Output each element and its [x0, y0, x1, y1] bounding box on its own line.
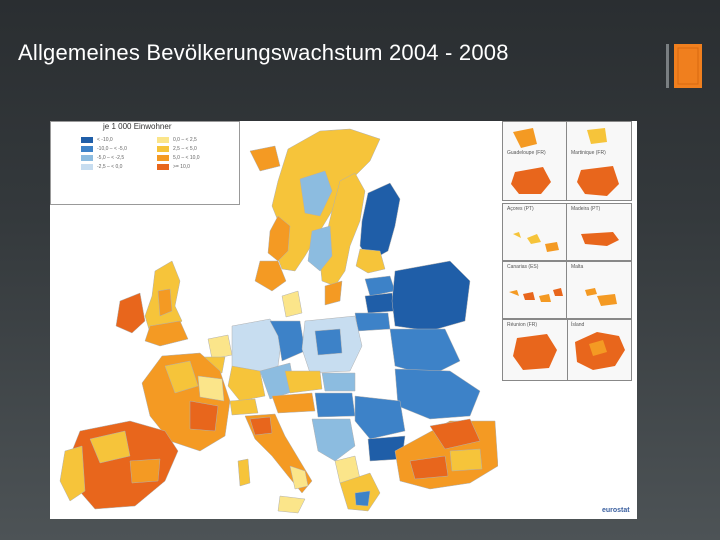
legend-item: >= 10,0: [157, 163, 190, 170]
accent-bracket-icon: [666, 44, 702, 88]
inset-label: Canarias (ES): [507, 264, 539, 270]
inset-canarias: Canarias (ES): [502, 261, 568, 319]
legend-label: 0,0 – < 2,5: [173, 136, 197, 143]
legend-item: < -10,0: [81, 136, 113, 143]
legend-label: < -10,0: [97, 136, 113, 143]
inset-label: Madeira (PT): [571, 206, 601, 212]
choropleth-europe-map-icon: [50, 121, 498, 519]
inset-guadeloupe: Guadeloupe (FR): [502, 121, 568, 201]
inset-label: Réunion (FR): [507, 322, 538, 328]
map-legend: je 1 000 Einwohner < -10,0 -10,0 – < -5,…: [50, 121, 240, 205]
legend-label: -5,0 – < -2,5: [97, 154, 125, 161]
island-map-icon: [575, 332, 625, 370]
inset-label: Martinique (FR): [571, 150, 606, 156]
legend-label: >= 10,0: [173, 163, 190, 170]
legend-swatch: [157, 136, 169, 143]
legend-title: je 1 000 Einwohner: [103, 122, 172, 131]
legend-item: -5,0 – < -2,5: [81, 154, 124, 161]
island-map-icon: [513, 334, 557, 370]
legend-item: 2,5 – < 5,0: [157, 145, 197, 152]
island-map-icon: [585, 288, 617, 306]
legend-item: -2,5 – < 0,0: [81, 163, 122, 170]
inset-madeira: Madeira (PT): [566, 203, 632, 261]
legend-swatch: [81, 136, 93, 143]
legend-swatch: [157, 154, 169, 161]
legend-label: 2,5 – < 5,0: [173, 145, 197, 152]
legend-item: -10,0 – < -5,0: [81, 145, 127, 152]
legend-swatch: [157, 145, 169, 152]
island-map-icon: [511, 128, 551, 194]
island-map-icon: [577, 128, 619, 196]
inset-malta: Malta: [566, 261, 632, 319]
inset-martinique: Martinique (FR): [566, 121, 632, 201]
legend-swatch: [157, 163, 169, 170]
legend-item: 0,0 – < 2,5: [157, 136, 197, 143]
inset-label: Açores (PT): [507, 206, 534, 212]
eurostat-logo: eurostat: [602, 507, 630, 514]
inset-reunion: Réunion (FR): [502, 319, 568, 381]
legend-label: 5,0 – < 10,0: [173, 154, 200, 161]
legend-swatch: [81, 154, 93, 161]
island-map-icon: [581, 232, 619, 246]
island-map-icon: [513, 232, 559, 252]
legend-swatch: [81, 145, 93, 152]
inset-island: Ísland: [566, 319, 632, 381]
legend-label: -10,0 – < -5,0: [97, 145, 127, 152]
slide-title: Allgemeines Bevölkerungswachstum 2004 - …: [18, 40, 509, 65]
island-map-icon: [509, 288, 563, 302]
inset-label: Guadeloupe (FR): [507, 150, 546, 156]
inset-label: Ísland: [571, 322, 585, 328]
europe-map-figure: je 1 000 Einwohner < -10,0 -10,0 – < -5,…: [50, 121, 637, 519]
legend-swatch: [81, 163, 93, 170]
legend-label: -2,5 – < 0,0: [97, 163, 123, 170]
inset-acores: Açores (PT): [502, 203, 568, 261]
inset-label: Malta: [571, 264, 584, 270]
legend-item: 5,0 – < 10,0: [157, 154, 200, 161]
